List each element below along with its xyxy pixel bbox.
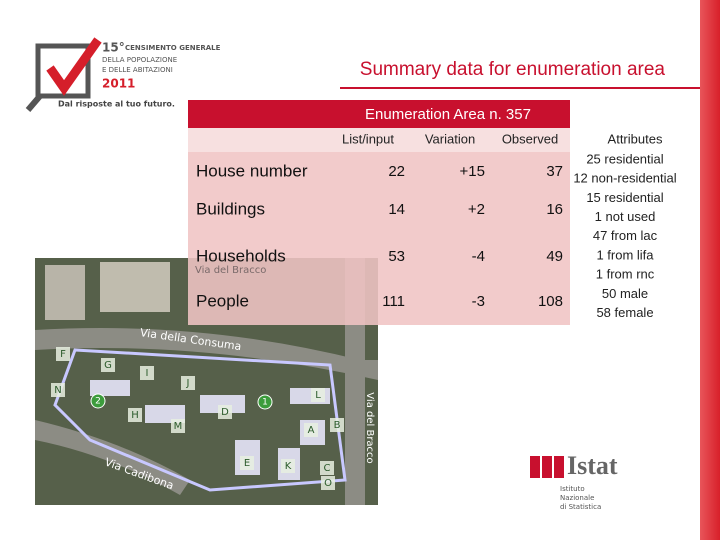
logo-check xyxy=(46,37,102,96)
cell-value: 53 xyxy=(388,248,405,265)
area-label: E xyxy=(244,458,250,469)
area-tag-bg xyxy=(240,456,254,470)
istat-subtitle: Istituto xyxy=(560,485,585,493)
row-label: Households xyxy=(196,246,286,265)
header-row-bg xyxy=(188,128,570,152)
area-label: K xyxy=(285,461,292,472)
area-label: A xyxy=(308,425,315,436)
logo-box xyxy=(35,43,91,99)
area-label: F xyxy=(60,349,66,360)
cell-value: 37 xyxy=(546,163,563,180)
slide-title: Summary data for enumeration area xyxy=(360,59,666,80)
area-tag-bg xyxy=(304,423,318,437)
attribute: 15 residential xyxy=(586,190,663,205)
table-caption-bg xyxy=(188,100,570,128)
row-label: House number xyxy=(196,161,308,180)
istat-subtitle: Nazionale xyxy=(560,494,594,502)
area-tag-bg xyxy=(330,418,344,432)
side-bar xyxy=(700,0,720,540)
logo-line: CENSIMENTO GENERALE xyxy=(125,44,221,52)
area-boundary xyxy=(53,348,347,492)
cell-value: 14 xyxy=(388,201,405,218)
map-point-label: 1 xyxy=(262,398,268,408)
area-label: J xyxy=(186,378,190,389)
area-label: D xyxy=(221,407,229,418)
street-label: Via del Bracco xyxy=(195,265,266,276)
attribute: 12 non-residential xyxy=(573,171,676,186)
attribute: 58 female xyxy=(596,305,653,320)
area-label: I xyxy=(146,368,149,379)
building xyxy=(90,380,130,396)
cell-value: 49 xyxy=(546,248,563,265)
area-label: G xyxy=(104,360,112,371)
area-tag-bg xyxy=(171,419,185,433)
istat-subtitle: di Statistica xyxy=(560,503,601,511)
census-logo: 15° CENSIMENTO GENERALE DELLA POPOLAZION… xyxy=(25,37,221,112)
street-label: Via del Bracco xyxy=(364,392,375,463)
building xyxy=(100,262,170,312)
cell-value: +15 xyxy=(460,163,485,180)
row-label: Buildings xyxy=(196,199,265,218)
building xyxy=(145,405,185,423)
attribute: 47 from lac xyxy=(593,228,658,243)
cell-value: 16 xyxy=(546,201,563,218)
attribute: 50 male xyxy=(602,286,648,301)
map-point xyxy=(257,394,273,410)
logo-line: DELLA POPOLAZIONE xyxy=(102,56,177,64)
area-tag-bg xyxy=(321,476,335,490)
attribute: 1 from rnc xyxy=(596,267,655,282)
area-tag-bg xyxy=(320,461,334,475)
logo-line: E DELLE ABITAZIONI xyxy=(102,66,173,74)
area-tag-bg xyxy=(140,366,154,380)
area-tag-bg xyxy=(56,347,70,361)
map-point xyxy=(90,393,106,409)
logo-handle xyxy=(25,94,43,112)
logo-year: 2011 xyxy=(102,77,135,91)
area-label: H xyxy=(131,410,139,421)
cell-value: -4 xyxy=(472,248,485,265)
area-label: L xyxy=(315,390,321,401)
area-label: O xyxy=(324,478,332,489)
building xyxy=(45,265,85,320)
cell-value: +2 xyxy=(468,201,485,218)
road xyxy=(35,420,190,495)
area-tag-bg xyxy=(311,388,325,402)
building xyxy=(200,395,245,413)
area-tag-bg xyxy=(101,358,115,372)
istat-mark xyxy=(554,456,564,478)
area-tag-bg xyxy=(218,405,232,419)
column-header: List/input xyxy=(342,131,394,146)
column-header: Attributes xyxy=(608,131,663,146)
area-tag-bg xyxy=(128,408,142,422)
logo-slogan: Dal risposte al tuo futuro. xyxy=(58,100,175,109)
column-header: Variation xyxy=(425,131,475,146)
attribute: 1 from lifa xyxy=(596,247,654,262)
istat-mark xyxy=(542,456,552,478)
attribute: 25 residential xyxy=(586,151,663,166)
area-tag-bg xyxy=(281,459,295,473)
istat-name: Istat xyxy=(567,451,618,480)
cell-value: -3 xyxy=(472,293,485,310)
row-label: People xyxy=(196,291,249,310)
cell-value: 111 xyxy=(382,293,405,310)
area-label: M xyxy=(174,421,183,432)
istat-mark xyxy=(530,456,540,478)
road xyxy=(35,328,378,380)
table-caption: Enumeration Area n. 357 xyxy=(365,106,531,123)
column-header: Observed xyxy=(502,131,558,146)
area-label: C xyxy=(324,463,331,474)
logo-number: 15° xyxy=(102,41,125,55)
map-point-label: 2 xyxy=(95,397,101,407)
area-tag-bg xyxy=(181,376,195,390)
area-label: N xyxy=(54,385,61,396)
area-label: B xyxy=(334,420,341,431)
table-body-bg xyxy=(188,152,570,325)
attribute: 1 not used xyxy=(595,209,656,224)
cell-value: 22 xyxy=(388,163,405,180)
area-tag-bg xyxy=(51,383,65,397)
cell-value: 108 xyxy=(538,293,563,310)
summary-table: Enumeration Area n. 357 Via del Bracco xyxy=(188,100,570,325)
